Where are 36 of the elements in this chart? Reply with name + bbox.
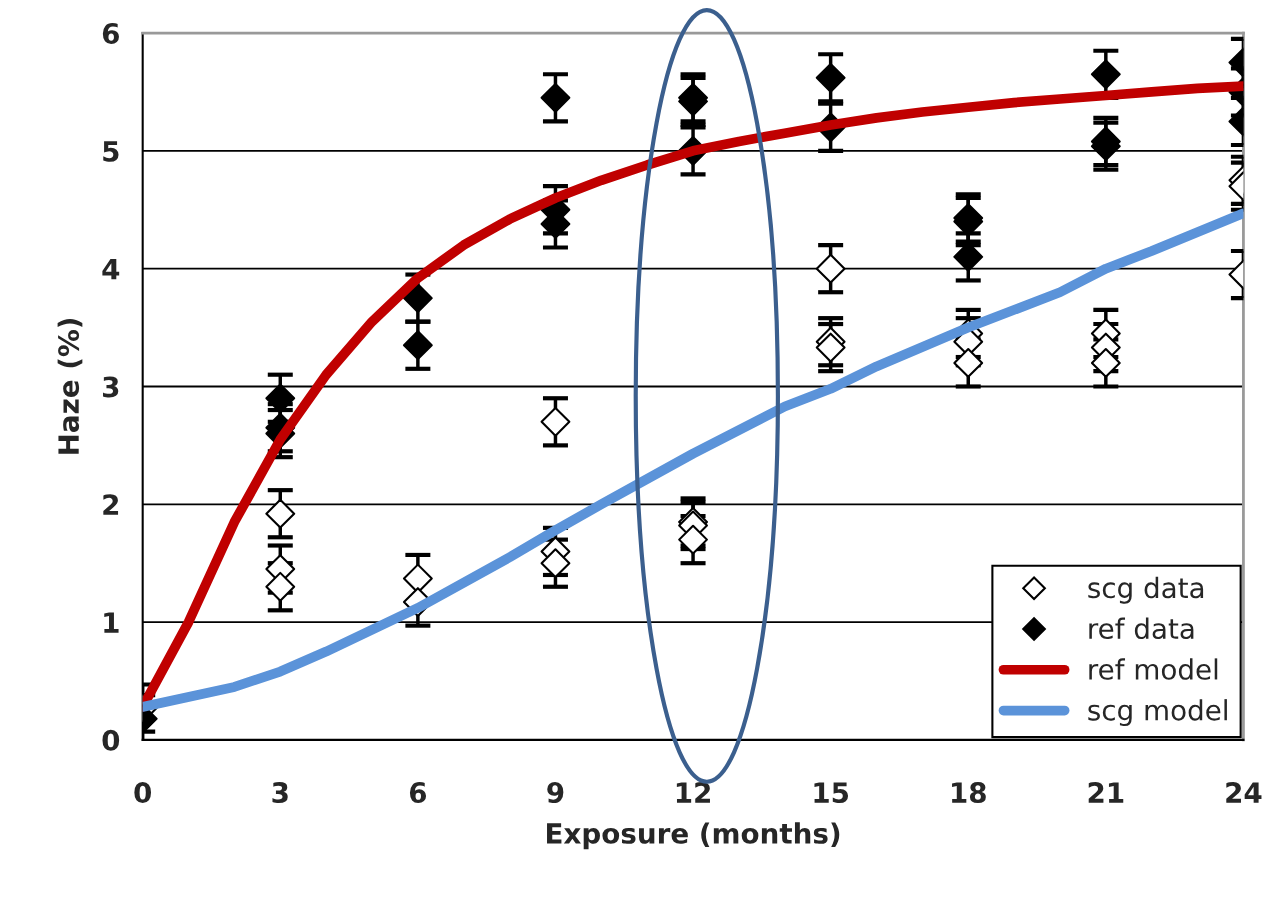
point [402, 330, 433, 361]
point [953, 347, 984, 378]
x-tick-label: 12 [676, 782, 710, 803]
x-tick-label: 0 [134, 782, 152, 804]
x-tick-label: 21 [1088, 782, 1124, 803]
x-tick-label: 15 [814, 782, 849, 804]
point [265, 498, 296, 529]
y-tick-label: 2 [103, 494, 119, 515]
y-tick-label: 3 [103, 376, 119, 398]
y-tick-label: 0 [102, 729, 120, 751]
x-tick-label: 18 [952, 782, 986, 804]
point [1090, 59, 1121, 90]
x-tick-label: 3 [272, 782, 288, 804]
y-tick-label: 5 [103, 141, 119, 162]
y-tick-label: 6 [102, 23, 119, 44]
point [402, 283, 433, 314]
x-axis-title: Exposure (months) [547, 822, 840, 850]
legend-label: scg data [1088, 576, 1204, 604]
point [540, 82, 571, 113]
x-tick-label: 24 [1226, 782, 1262, 803]
point [265, 571, 296, 602]
point [540, 406, 571, 437]
x-tick-label: 9 [547, 782, 564, 804]
legend-label: scg model [1088, 699, 1227, 727]
point [678, 524, 708, 555]
point [815, 253, 846, 284]
legend-label: ref model [1089, 658, 1218, 680]
point [815, 332, 846, 363]
point [1090, 347, 1121, 378]
y-tick-label: 4 [102, 258, 120, 280]
y-axis-title: Haze (%) [57, 318, 83, 454]
point [540, 548, 571, 579]
x-tick-label: 6 [409, 782, 427, 804]
y-tick-label: 1 [104, 612, 119, 633]
legend-label: ref data [1089, 617, 1194, 640]
point [815, 62, 846, 93]
